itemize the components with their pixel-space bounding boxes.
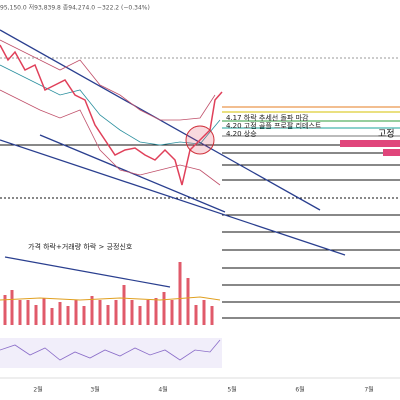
- band-mid: [0, 64, 221, 146]
- annotation: 가격 하락+거래량 하락 > 긍정신호: [28, 242, 133, 251]
- level-lines: [0, 144, 400, 319]
- x-axis: 2월 3월 4월 5월 6월 7월: [33, 386, 373, 394]
- x-tick-label: 5월: [227, 386, 236, 394]
- right-label: 고정: [378, 129, 395, 140]
- ohlc-header: 95,150.0 저93,839.8 종94,274.0 −322.2 (−0.…: [0, 4, 150, 12]
- zone: [340, 140, 400, 147]
- rsi-band: [0, 338, 222, 368]
- annotation: 4.20 상승: [226, 129, 257, 138]
- volume-ma: [0, 296, 221, 301]
- rsi-line: [0, 339, 221, 361]
- annotation: 4.20 고점 골플 프로팔 리테스트: [226, 121, 322, 130]
- fib-lines: [222, 106, 400, 137]
- x-tick-label: 3월: [90, 386, 99, 394]
- band-lower: [0, 89, 221, 186]
- x-tick-label: 4월: [158, 386, 167, 394]
- x-tick-label: 2월: [33, 386, 42, 394]
- volume-trend: [4, 256, 171, 288]
- zone: [383, 149, 400, 156]
- x-tick-label: 7월: [364, 386, 373, 394]
- x-tick-label: 6월: [295, 386, 304, 394]
- highlight-circle: [185, 125, 215, 155]
- trend-lines: [0, 29, 346, 256]
- annotation: 4.17 하락 추세선 돌파 마감: [226, 113, 309, 122]
- band-upper: [0, 39, 216, 121]
- volume-bars: [3, 262, 214, 325]
